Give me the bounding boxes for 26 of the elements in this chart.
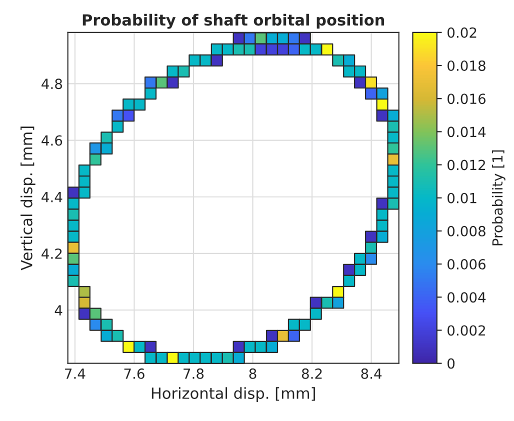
color-bar-label: 0	[448, 358, 455, 369]
y-tick-label: 4.8	[42, 78, 62, 90]
x-axis-title: Horizontal disp. [mm]	[152, 387, 315, 402]
x-tick-label: 8.2	[302, 368, 322, 379]
color-bar-title: Probability [1]	[492, 150, 506, 246]
color-bar-label: 0.02	[448, 27, 476, 38]
color-bar-label: 0.016	[448, 94, 486, 104]
x-tick-label: 7.4	[65, 368, 86, 379]
chart-title: Probability of shaft orbital position	[82, 14, 384, 29]
y-tick-label: 4.4	[42, 192, 62, 202]
color-bar-label: 0.008	[448, 226, 486, 236]
x-tick-label: 8.4	[361, 368, 382, 379]
color-bar-label: 0.004	[448, 292, 486, 303]
color-bar-label: 0.018	[448, 60, 486, 71]
color-bar-label: 0.002	[448, 325, 485, 336]
x-tick-label: 7.6	[124, 368, 144, 379]
y-axis-title: Vertical disp. [mm]	[20, 126, 36, 270]
color-bar-label: 0.01	[448, 192, 476, 204]
x-tick-label: 7.8	[184, 368, 204, 379]
color-bar-label: 0.006	[448, 259, 486, 270]
y-tick-label: 4	[54, 305, 62, 316]
y-tick-label: 4.6	[42, 135, 62, 146]
y-tick-label: 4.2	[42, 248, 62, 259]
color-bar-label: 0.014	[448, 126, 486, 138]
color-bar-label: 0.012	[448, 160, 485, 170]
x-tick-label: 8	[249, 368, 256, 379]
